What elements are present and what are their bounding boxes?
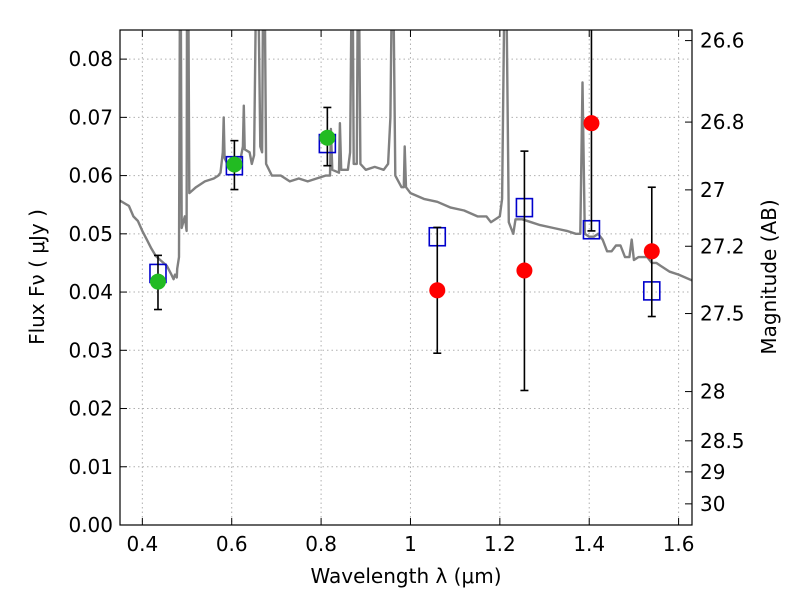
x-tick-label: 0.6 xyxy=(216,532,248,556)
y-tick-label: 0.08 xyxy=(68,47,113,71)
y2-axis-label: Magnitude (AB) xyxy=(757,199,781,354)
y2-tick-label: 28.5 xyxy=(700,429,745,453)
lowsn-point xyxy=(583,115,600,132)
y-tick-label: 0.00 xyxy=(68,513,113,537)
y-tick-label: 0.04 xyxy=(68,280,113,304)
lowsn-point xyxy=(516,262,533,279)
y-tick-label: 0.03 xyxy=(68,338,113,362)
lowsn-point xyxy=(429,282,446,299)
y-tick-label: 0.02 xyxy=(68,397,113,421)
y2-tick-label: 26.6 xyxy=(700,29,745,53)
y2-tick-label: 27.2 xyxy=(700,234,745,258)
grid xyxy=(120,30,692,526)
detection-point xyxy=(226,156,243,173)
y-tick-label: 0.06 xyxy=(68,164,113,188)
y-tick-label: 0.05 xyxy=(68,222,113,246)
y-tick-label: 0.07 xyxy=(68,105,113,129)
x-tick-label: 1.4 xyxy=(573,532,605,556)
detection-point xyxy=(319,129,336,146)
y2-tick-label: 30 xyxy=(700,492,725,516)
x-tick-label: 1 xyxy=(404,532,417,556)
x-axis-label: Wavelength λ (μm) xyxy=(310,564,501,588)
model-spectrum xyxy=(120,30,692,282)
data-points xyxy=(149,115,660,299)
y2-tick-label: 27 xyxy=(700,178,725,202)
y2-tick-label: 27.5 xyxy=(700,302,745,326)
y2-axis: 26.6 26.8 27 27.2 27.5 28 28.5 29 30 xyxy=(685,29,745,516)
y2-tick-label: 28 xyxy=(700,380,725,404)
lowsn-point xyxy=(643,243,660,260)
y2-tick-label: 29 xyxy=(700,460,725,484)
x-tick-label: 1.6 xyxy=(663,532,695,556)
plot-frame xyxy=(119,29,693,526)
y-axis-label: Flux Fν ( μJy ) xyxy=(25,209,49,345)
y-tick-label: 0.01 xyxy=(68,455,113,479)
y-axis: 0.00 0.01 0.02 0.03 0.04 0.05 0.06 0.07 0.08 xyxy=(68,47,127,537)
model-spectrum-line xyxy=(120,30,692,282)
y2-tick-label: 26.8 xyxy=(700,110,745,134)
x-tick-label: 0.8 xyxy=(305,532,337,556)
x-axis: 0.4 0.6 0.8 1 1.2 1.4 1.6 xyxy=(126,30,695,556)
x-tick-label: 1.2 xyxy=(484,532,516,556)
detection-point xyxy=(149,273,166,290)
x-tick-label: 0.4 xyxy=(126,532,158,556)
